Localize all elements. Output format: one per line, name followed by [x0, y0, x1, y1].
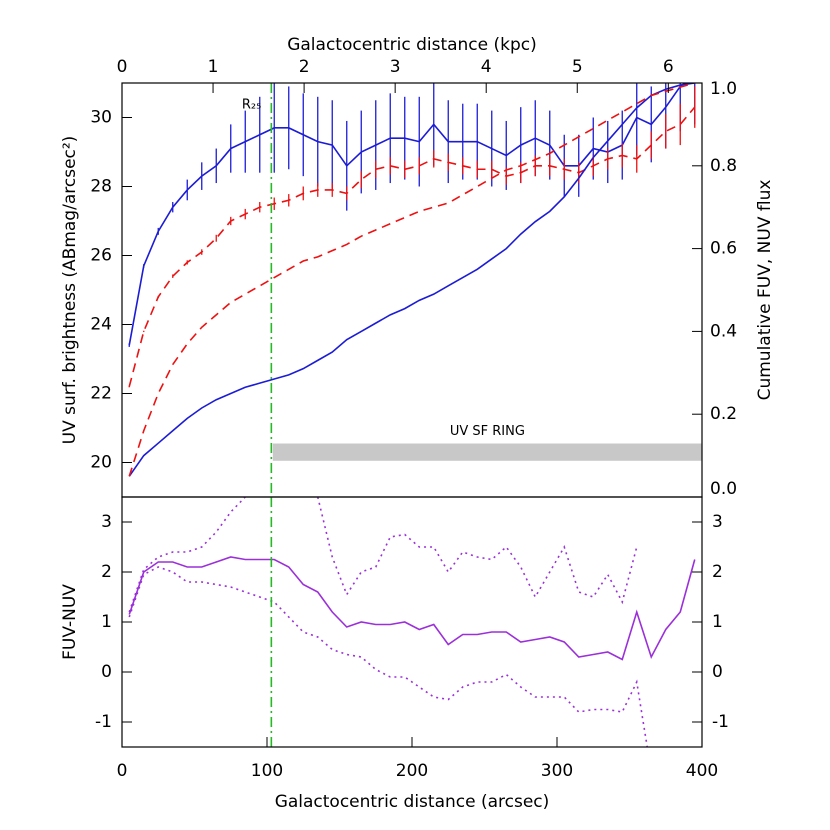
- y-axis-label: FUV-NUV: [60, 584, 80, 660]
- y-tick-label: 28: [90, 177, 112, 197]
- y-tick-label: 20: [90, 453, 112, 473]
- x-tick-label: 300: [541, 761, 573, 781]
- y2-axis-label: Cumulative FUV, NUV flux: [755, 180, 775, 401]
- top-tick-label: 6: [663, 57, 674, 77]
- series-line: [128, 106, 696, 387]
- y-tick-label: 30: [90, 108, 112, 128]
- y2-tick-label: 0.4: [710, 321, 737, 341]
- y-tick-label: -1: [95, 712, 112, 732]
- band-label: UV SF RING: [450, 424, 525, 439]
- y-tick-label: 2: [101, 562, 112, 582]
- plot-frame: [121, 496, 703, 748]
- series-line: [128, 83, 695, 477]
- x-tick-label: 200: [396, 761, 428, 781]
- y-tick-label: 3: [101, 512, 112, 532]
- y-tick-label: 24: [90, 315, 112, 335]
- y-tick-label-right: 0: [712, 662, 723, 682]
- x-axis-label: Galactocentric distance (arcsec): [275, 792, 550, 812]
- sf-ring-band: [272, 443, 702, 461]
- series-line: [128, 497, 247, 613]
- y-axis-label: UV surf. brightness (ABmag/arcsec²): [60, 136, 80, 445]
- series-line: [128, 83, 695, 477]
- top-tick-label: 1: [208, 57, 219, 77]
- y-tick-label-right: -1: [712, 712, 729, 732]
- r25-label: R₂₅: [242, 98, 261, 113]
- series-line: [128, 566, 649, 747]
- y2-tick-label: 0.8: [710, 156, 737, 176]
- series-line: [128, 556, 696, 661]
- y2-tick-label: 0.6: [710, 239, 737, 259]
- y-tick-label: 1: [101, 612, 112, 632]
- series-line: [316, 497, 638, 605]
- plot-area: [128, 497, 696, 747]
- top-tick-label: 2: [299, 57, 310, 77]
- y2-tick-label: 0.2: [710, 404, 737, 424]
- y-tick-label: 0: [101, 662, 112, 682]
- y-tick-label: 26: [90, 246, 112, 266]
- top-axis-label: Galactocentric distance (kpc): [287, 35, 537, 55]
- x-tick-label: 100: [251, 761, 283, 781]
- top-tick-label: 3: [390, 57, 401, 77]
- y2-tick-label: 1.0: [710, 79, 737, 99]
- x-tick-label: 400: [686, 761, 718, 781]
- y-tick-label-right: 1: [712, 612, 723, 632]
- y-tick-label: 22: [90, 384, 112, 404]
- y-tick-label-right: 3: [712, 512, 723, 532]
- top-tick-label: 5: [572, 57, 583, 77]
- plot-area: [128, 83, 702, 477]
- y-tick-label-right: 2: [712, 562, 723, 582]
- top-tick-label: 4: [481, 57, 492, 77]
- y2-tick-label: 0.0: [710, 479, 737, 499]
- top-tick-label: 0: [117, 57, 128, 77]
- x-tick-label: 0: [117, 761, 128, 781]
- plot-frame: [121, 82, 703, 498]
